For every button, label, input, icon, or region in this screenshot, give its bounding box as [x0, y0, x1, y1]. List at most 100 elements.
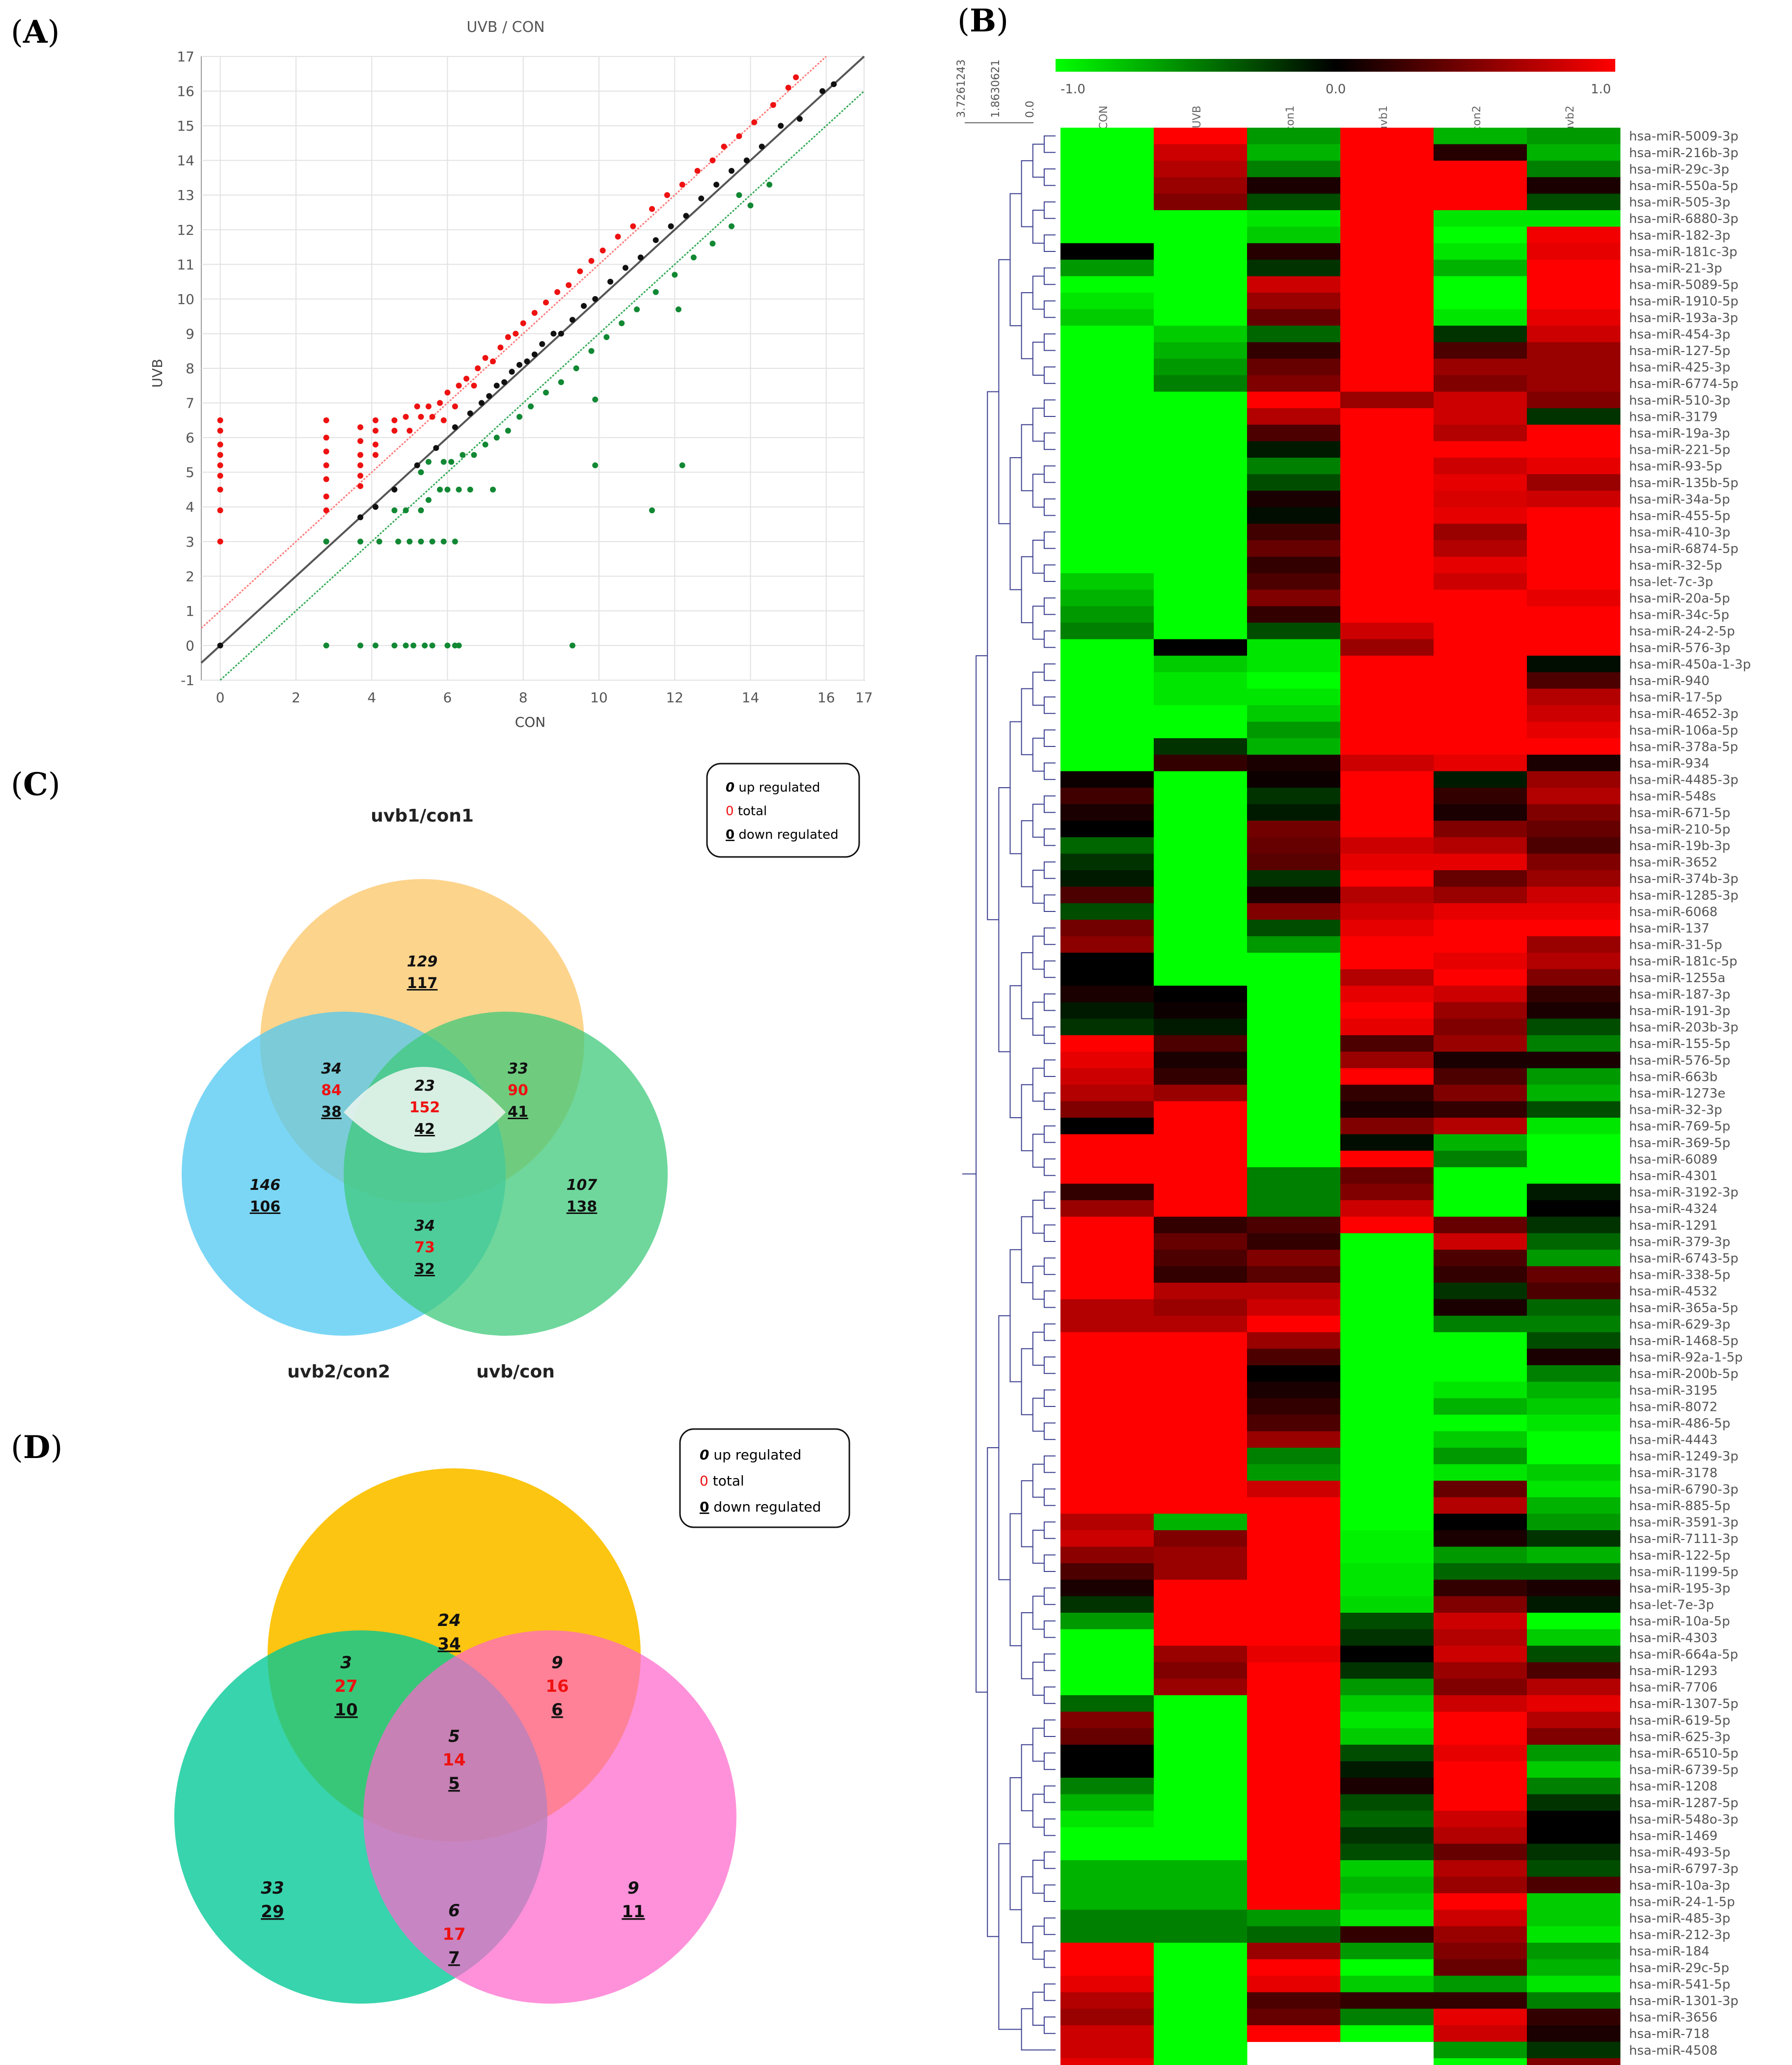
colorbar-mid-label: 0.0: [1326, 82, 1346, 97]
scatter-point: [440, 459, 447, 465]
heatmap-cell: [1527, 1101, 1621, 1118]
heatmap-cell: [1340, 2025, 1434, 2042]
heatmap-cell: [1434, 854, 1527, 871]
heatmap-column-label: CON: [1098, 106, 1110, 130]
scatter-y-tick-label: 3: [186, 534, 194, 550]
scatter-x-tick-label: 16: [817, 689, 835, 706]
heatmap-cell: [1247, 375, 1341, 392]
heatmap-cell: [1247, 1249, 1341, 1267]
dendrogram-branch: [1043, 1521, 1056, 1539]
heatmap-cell: [1060, 1019, 1154, 1036]
heatmap-cell: [1060, 1596, 1154, 1613]
heatmap-cell: [1527, 523, 1621, 541]
heatmap-cell: [1340, 1414, 1434, 1432]
dendrogram-branch: [1043, 1950, 1056, 1968]
dendrogram-branch: [1043, 1620, 1056, 1638]
heatmap-cell: [1434, 2025, 1527, 2042]
heatmap-row-label: hsa-miR-3652: [1629, 855, 1717, 870]
scatter-point: [683, 213, 689, 219]
heatmap-cell: [1340, 1167, 1434, 1184]
heatmap-cell: [1154, 1596, 1248, 1613]
heatmap-cell: [1247, 1992, 1341, 2009]
scatter-x-ticks: 0 2 4 6 8 10 12 14 16 17: [216, 689, 873, 706]
heatmap-cell: [1527, 1992, 1621, 2009]
heatmap-cell: [1340, 1019, 1434, 1036]
heatmap-cell: [1434, 1827, 1527, 1844]
heatmap-cell: [1527, 804, 1621, 821]
scatter-point: [403, 413, 409, 420]
scatter-point: [709, 241, 716, 247]
heatmap-cell: [1340, 1959, 1434, 1976]
heatmap-cell: [1154, 391, 1248, 409]
heatmap-cell: [1154, 259, 1248, 276]
heatmap-cell: [1434, 870, 1527, 887]
heatmap-cell: [1060, 1646, 1154, 1663]
heatmap-cell: [1434, 1728, 1527, 1745]
heatmap-row-label: hsa-miR-4443: [1629, 1433, 1717, 1448]
heatmap-cell: [1154, 754, 1248, 771]
venn-region-left-right: 6 17 7: [442, 1901, 465, 1968]
scatter-point: [433, 445, 439, 451]
heatmap-cell: [1434, 623, 1527, 640]
heatmap-row-label: hsa-miR-210-5p: [1629, 822, 1730, 837]
heatmap-cell: [1154, 375, 1248, 392]
heatmap-cell: [1154, 1761, 1248, 1778]
heatmap-cell: [1340, 903, 1434, 920]
heatmap-cell: [1340, 821, 1434, 838]
heatmap-cell: [1434, 177, 1527, 194]
heatmap-cell: [1060, 1679, 1154, 1696]
scatter-point: [456, 383, 462, 389]
heatmap-row-label: hsa-miR-182-3p: [1629, 228, 1730, 243]
heatmap-cell: [1247, 1464, 1341, 1481]
heatmap-cell: [1247, 1481, 1341, 1498]
heatmap-cell: [1154, 507, 1248, 524]
scatter-point: [452, 424, 458, 430]
heatmap-cell: [1340, 1101, 1434, 1118]
heatmap-row-label: hsa-miR-1469: [1629, 1829, 1717, 1844]
heatmap-cell: [1434, 1184, 1527, 1201]
heatmap-cell: [1340, 754, 1434, 771]
scatter-point: [456, 642, 462, 649]
scatter-point: [372, 441, 379, 448]
heatmap-cell: [1154, 1546, 1248, 1564]
dendrogram-branch: [1043, 2016, 1056, 2034]
heatmap-row-label: hsa-miR-3656: [1629, 2010, 1717, 2025]
heatmap-cell: [1340, 738, 1434, 755]
scatter-point: [690, 254, 697, 261]
dendrogram-branch: [1043, 1125, 1056, 1143]
heatmap-cell: [1154, 986, 1248, 1003]
heatmap-cell: [1060, 754, 1154, 771]
heatmap-cell: [1154, 1332, 1248, 1349]
scatter-point: [437, 486, 443, 493]
scatter-point: [217, 417, 223, 423]
heatmap-cell: [1154, 606, 1248, 623]
dendrogram-branch: [976, 655, 988, 1693]
heatmap-cell: [1340, 474, 1434, 491]
heatmap-cell: [1340, 953, 1434, 970]
heatmap-cell: [1434, 1299, 1527, 1316]
heatmap-cell: [1247, 1283, 1341, 1300]
heatmap-cell: [1154, 1530, 1248, 1547]
heatmap-cell: [1247, 1349, 1341, 1366]
heatmap-cell: [1434, 556, 1527, 574]
heatmap-cell: [1154, 474, 1248, 491]
heatmap-cell: [1527, 408, 1621, 425]
scatter-point: [679, 182, 685, 188]
heatmap-cell: [1340, 1481, 1434, 1498]
scatter-point: [395, 538, 402, 545]
scatter-point: [831, 81, 837, 87]
heatmap-cell: [1060, 1546, 1154, 1564]
heatmap-cell: [1434, 1398, 1527, 1415]
venn-down-count: 41: [508, 1103, 528, 1121]
scatter-point: [460, 452, 466, 458]
heatmap-cell: [1154, 1744, 1248, 1762]
scatter-x-tick-label: 0: [216, 689, 225, 706]
heatmap-cell: [1434, 1101, 1527, 1118]
heatmap-cell: [1527, 326, 1621, 343]
heatmap-cell: [1527, 969, 1621, 986]
heatmap-cell: [1247, 589, 1341, 606]
scatter-points: [217, 74, 837, 649]
heatmap-cell: [1154, 1679, 1248, 1696]
heatmap-cell: [1340, 788, 1434, 805]
heatmap-cell: [1154, 1448, 1248, 1465]
